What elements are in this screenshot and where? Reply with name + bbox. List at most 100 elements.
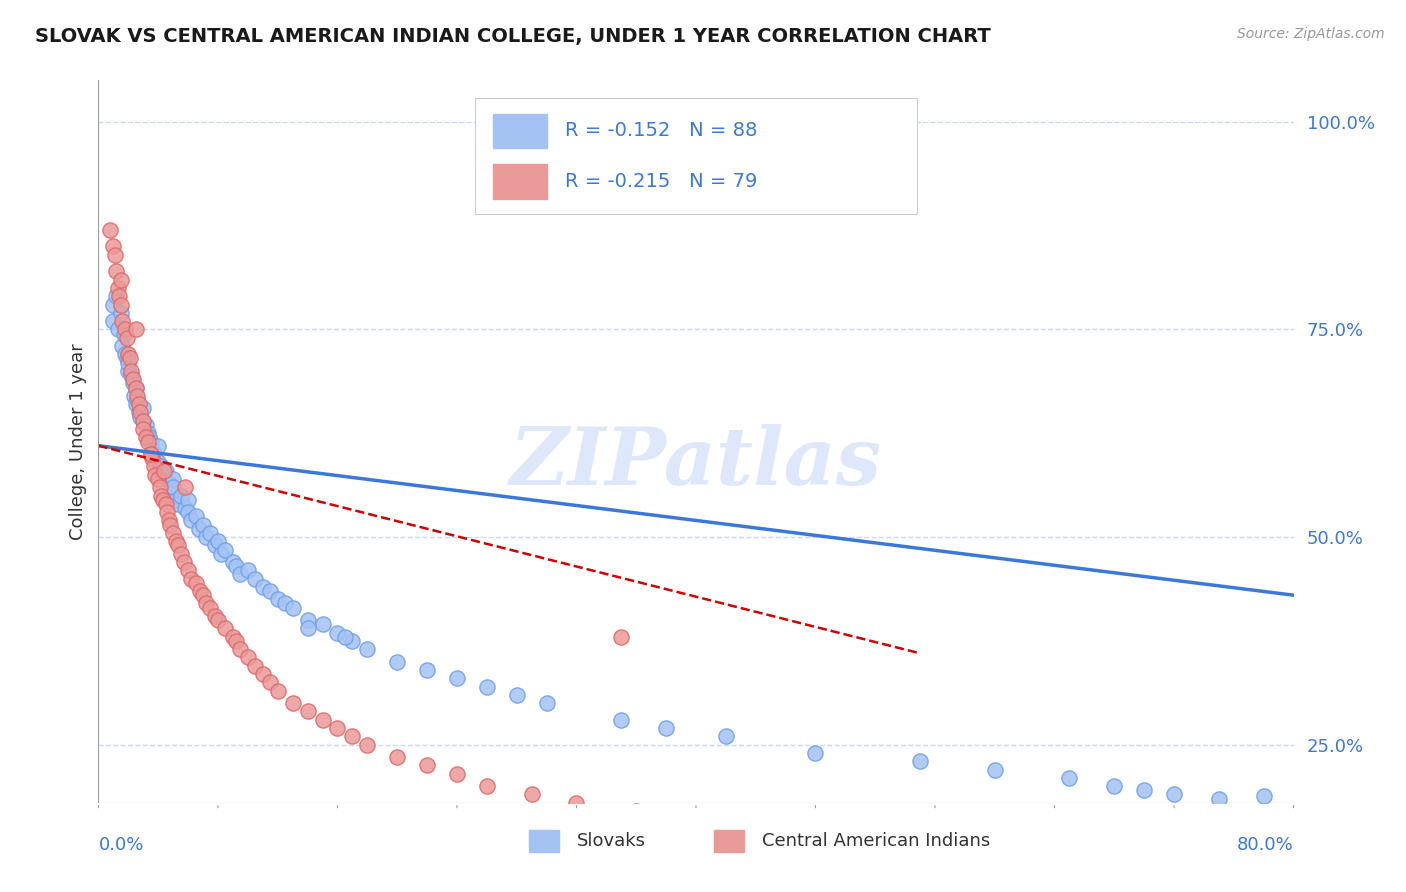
Point xyxy=(297,621,319,635)
Point xyxy=(188,584,211,599)
Point xyxy=(114,347,136,361)
Point xyxy=(1133,783,1156,797)
Point xyxy=(204,538,226,552)
Point xyxy=(252,580,274,594)
Point xyxy=(342,633,364,648)
Point xyxy=(177,505,200,519)
Point xyxy=(207,613,229,627)
Point xyxy=(610,713,633,727)
Point xyxy=(124,389,146,403)
Point xyxy=(804,829,827,843)
Point xyxy=(1163,788,1185,802)
Point xyxy=(416,758,439,772)
Bar xyxy=(529,830,558,852)
Bar xyxy=(714,830,744,852)
Point xyxy=(162,480,184,494)
Point xyxy=(225,633,247,648)
Point xyxy=(149,480,172,494)
Point xyxy=(326,721,349,735)
Point xyxy=(177,492,200,507)
Point xyxy=(229,567,252,582)
Point xyxy=(139,447,162,461)
Point xyxy=(152,467,174,482)
Point xyxy=(103,297,125,311)
Point xyxy=(195,530,218,544)
Point xyxy=(169,489,191,503)
Point xyxy=(297,705,319,719)
Point xyxy=(236,563,259,577)
Point xyxy=(610,630,633,644)
Point xyxy=(139,434,162,449)
Point xyxy=(143,467,166,482)
FancyBboxPatch shape xyxy=(475,98,917,214)
Point xyxy=(135,417,157,432)
Point xyxy=(108,289,131,303)
Point xyxy=(626,804,648,818)
Point xyxy=(326,625,349,640)
Point xyxy=(105,264,128,278)
Point xyxy=(114,322,136,336)
Point xyxy=(128,405,150,419)
Point xyxy=(446,766,468,780)
Point xyxy=(110,297,132,311)
Point xyxy=(121,372,143,386)
Point xyxy=(187,522,209,536)
Point xyxy=(267,683,290,698)
Point xyxy=(115,351,138,366)
Point xyxy=(118,351,141,366)
Text: Slovaks: Slovaks xyxy=(576,832,645,850)
Point xyxy=(132,414,155,428)
Text: Source: ZipAtlas.com: Source: ZipAtlas.com xyxy=(1237,27,1385,41)
Point xyxy=(259,584,281,599)
Point xyxy=(173,555,195,569)
Point xyxy=(297,613,319,627)
Point xyxy=(125,380,148,394)
Point xyxy=(143,451,166,466)
Point xyxy=(245,658,267,673)
Point xyxy=(281,696,304,710)
Point xyxy=(127,389,149,403)
Point xyxy=(138,430,160,444)
Text: Central American Indians: Central American Indians xyxy=(762,832,990,850)
Point xyxy=(180,513,202,527)
Point xyxy=(125,380,148,394)
Point xyxy=(520,788,543,802)
Point xyxy=(252,667,274,681)
Point xyxy=(153,464,176,478)
Point xyxy=(150,489,173,503)
Point xyxy=(148,439,170,453)
Point xyxy=(229,642,252,657)
Point xyxy=(274,597,297,611)
Point xyxy=(162,472,184,486)
Text: ZIPatlas: ZIPatlas xyxy=(510,425,882,502)
Point xyxy=(105,289,128,303)
Point xyxy=(155,497,177,511)
Point xyxy=(745,821,768,835)
Point xyxy=(169,547,191,561)
Point xyxy=(200,600,222,615)
Point xyxy=(166,538,188,552)
Point xyxy=(152,492,174,507)
Point xyxy=(356,738,378,752)
Point xyxy=(446,671,468,685)
Point xyxy=(984,763,1007,777)
Point xyxy=(148,455,170,469)
Point xyxy=(311,617,333,632)
Point xyxy=(117,347,139,361)
Point xyxy=(115,331,138,345)
Text: R = -0.152   N = 88: R = -0.152 N = 88 xyxy=(565,121,756,140)
Point xyxy=(142,459,165,474)
Point xyxy=(157,513,180,527)
Point xyxy=(1208,791,1230,805)
Point xyxy=(141,442,163,457)
Text: 0.0%: 0.0% xyxy=(98,836,143,854)
Point xyxy=(184,575,207,590)
Point xyxy=(222,630,245,644)
Point xyxy=(204,609,226,624)
Point xyxy=(128,397,150,411)
Text: 80.0%: 80.0% xyxy=(1237,836,1294,854)
Point xyxy=(125,322,148,336)
Point xyxy=(141,451,163,466)
Point xyxy=(110,272,132,286)
Point xyxy=(136,434,159,449)
